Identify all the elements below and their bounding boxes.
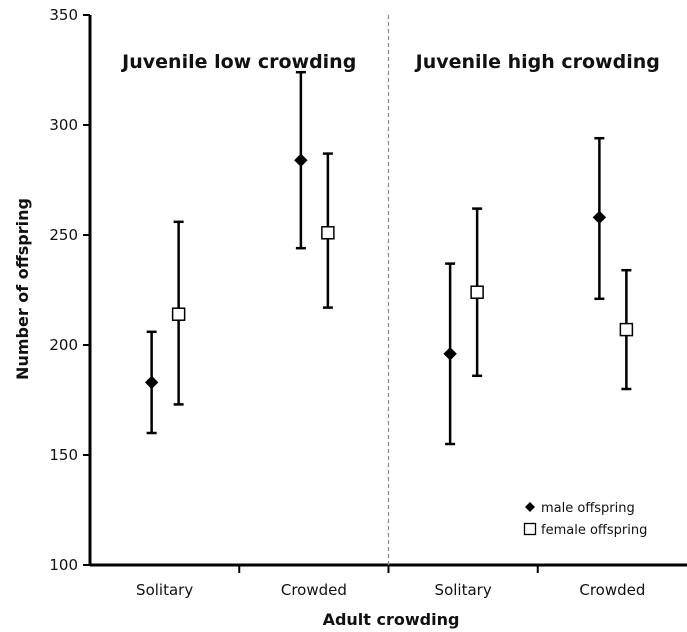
point-female: [619, 322, 634, 337]
point-male: [294, 153, 308, 167]
legend-marker-female: [523, 522, 537, 536]
y-ticks: 100 150 200 250 300 350: [49, 6, 90, 574]
legend: male offspring female offspring: [523, 501, 647, 538]
point-female: [321, 226, 335, 240]
panel-title: Juvenile low crowding: [120, 51, 356, 73]
x-category-label: Solitary: [435, 581, 492, 599]
legend-label-female: female offspring: [541, 523, 647, 538]
point-female: [171, 307, 186, 321]
panel-title: Juvenile high crowding: [414, 51, 660, 73]
x-category-label: Crowded: [579, 581, 645, 599]
y-tick-label: 200: [49, 336, 78, 354]
legend-marker-male: [525, 502, 535, 512]
y-tick-label: 150: [49, 446, 78, 464]
x-category-label: Solitary: [136, 581, 193, 599]
point-male: [443, 347, 457, 361]
x-category-label: Crowded: [281, 581, 347, 599]
y-tick-label: 100: [49, 556, 78, 574]
x-axis-title: Adult crowding: [323, 610, 460, 629]
y-tick-label: 300: [49, 116, 78, 134]
x-category-labels: Solitary Crowded Solitary Crowded: [136, 581, 645, 599]
y-tick-label: 250: [49, 226, 78, 244]
data-markers: [144, 153, 634, 390]
y-axis-title: Number of offspring: [13, 198, 32, 380]
y-tick-label: 350: [49, 6, 78, 24]
axes: [88, 15, 687, 573]
point-male: [592, 210, 607, 225]
legend-label-male: male offspring: [541, 501, 635, 516]
point-female: [470, 285, 484, 299]
panel-titles: Juvenile low crowding Juvenile high crowd…: [120, 51, 660, 73]
point-male: [144, 375, 159, 390]
